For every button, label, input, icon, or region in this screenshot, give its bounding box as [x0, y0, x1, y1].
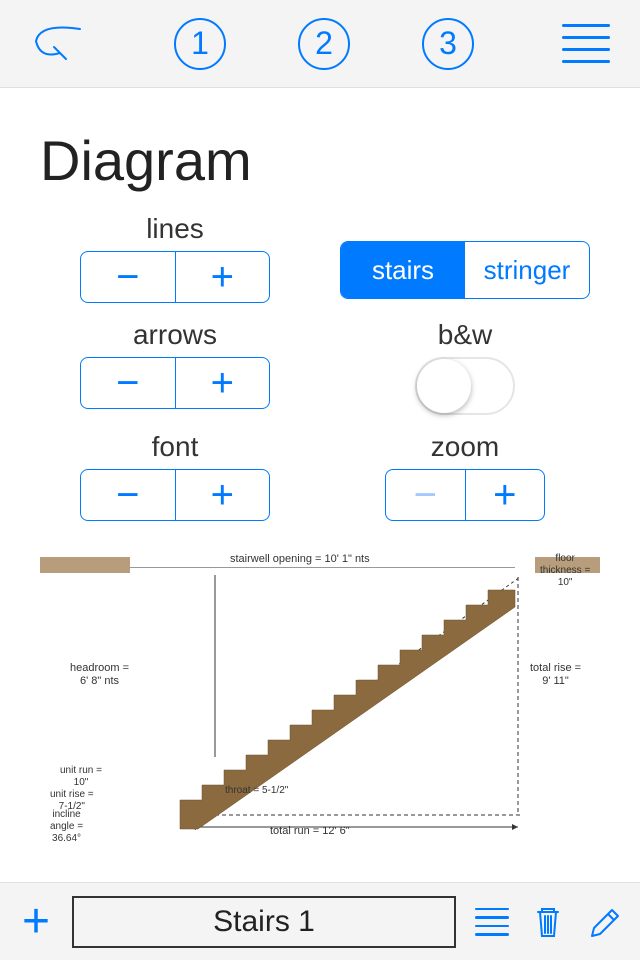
- stairwell-opening-label: stairwell opening = 10' 1" nts: [230, 553, 370, 566]
- font-label: font: [40, 431, 310, 463]
- settings-button[interactable]: [584, 904, 624, 940]
- back-button[interactable]: [30, 21, 86, 66]
- bw-switch-knob: [417, 359, 471, 413]
- add-button[interactable]: +: [16, 894, 56, 949]
- page-title: Diagram: [40, 128, 600, 193]
- name-box[interactable]: Stairs 1: [72, 896, 456, 948]
- step-1[interactable]: 1: [174, 18, 226, 70]
- stringer-length-label: stringer length = 15' 7": [295, 672, 367, 696]
- total-run-label: total run = 12' 6": [270, 825, 350, 838]
- throat-label: throat = 5-1/2": [225, 785, 288, 797]
- incline-angle-label: incline angle = 36.64°: [50, 809, 83, 845]
- floor-thickness-label: floor thickness = 10": [540, 553, 590, 589]
- arrows-plus-button[interactable]: +: [176, 358, 270, 408]
- font-stepper: − +: [80, 469, 270, 521]
- stairs-figure: [120, 567, 540, 837]
- top-bar: 1 2 3: [0, 0, 640, 88]
- lines-label: lines: [40, 213, 310, 245]
- arrows-label: arrows: [40, 319, 310, 351]
- diagram: stairwell opening = 10' 1" nts headroom …: [40, 547, 600, 847]
- unit-run-label: unit run = 10": [60, 765, 102, 789]
- font-plus-button[interactable]: +: [176, 470, 270, 520]
- step-3[interactable]: 3: [422, 18, 474, 70]
- floor-left: [40, 557, 130, 573]
- lines-stepper: − +: [80, 251, 270, 303]
- bw-switch[interactable]: [415, 357, 515, 415]
- delete-button[interactable]: [528, 904, 568, 940]
- bw-label: b&w: [330, 319, 600, 351]
- zoom-stepper: − +: [385, 469, 545, 521]
- lines-minus-button[interactable]: −: [81, 252, 176, 302]
- bottom-bar: + Stairs 1: [0, 882, 640, 960]
- segment-stairs[interactable]: stairs: [341, 242, 465, 298]
- lines-plus-button[interactable]: +: [176, 252, 270, 302]
- menu-button[interactable]: [562, 24, 610, 63]
- zoom-label: zoom: [330, 431, 600, 463]
- content: Diagram lines − + stairs stringer arrows…: [0, 88, 640, 537]
- font-control: font − +: [40, 431, 310, 521]
- total-rise-label: total rise = 9' 11": [530, 662, 581, 688]
- arrows-control: arrows − +: [40, 319, 310, 415]
- zoom-control: zoom − +: [330, 431, 600, 521]
- segment-stringer[interactable]: stringer: [465, 242, 589, 298]
- zoom-minus-button[interactable]: −: [386, 470, 466, 520]
- lines-control: lines − +: [40, 213, 310, 303]
- arrows-stepper: − +: [80, 357, 270, 409]
- zoom-plus-button[interactable]: +: [466, 470, 545, 520]
- headroom-label: headroom = 6' 8" nts: [70, 662, 129, 688]
- list-button[interactable]: [472, 908, 512, 936]
- controls: lines − + stairs stringer arrows − + b&w: [40, 213, 600, 537]
- arrows-minus-button[interactable]: −: [81, 358, 176, 408]
- font-minus-button[interactable]: −: [81, 470, 176, 520]
- view-segmented: stairs stringer: [330, 213, 600, 303]
- step-circles: 1 2 3: [174, 18, 474, 70]
- bw-control: b&w: [330, 319, 600, 415]
- view-segmented-control: stairs stringer: [340, 241, 590, 299]
- step-2[interactable]: 2: [298, 18, 350, 70]
